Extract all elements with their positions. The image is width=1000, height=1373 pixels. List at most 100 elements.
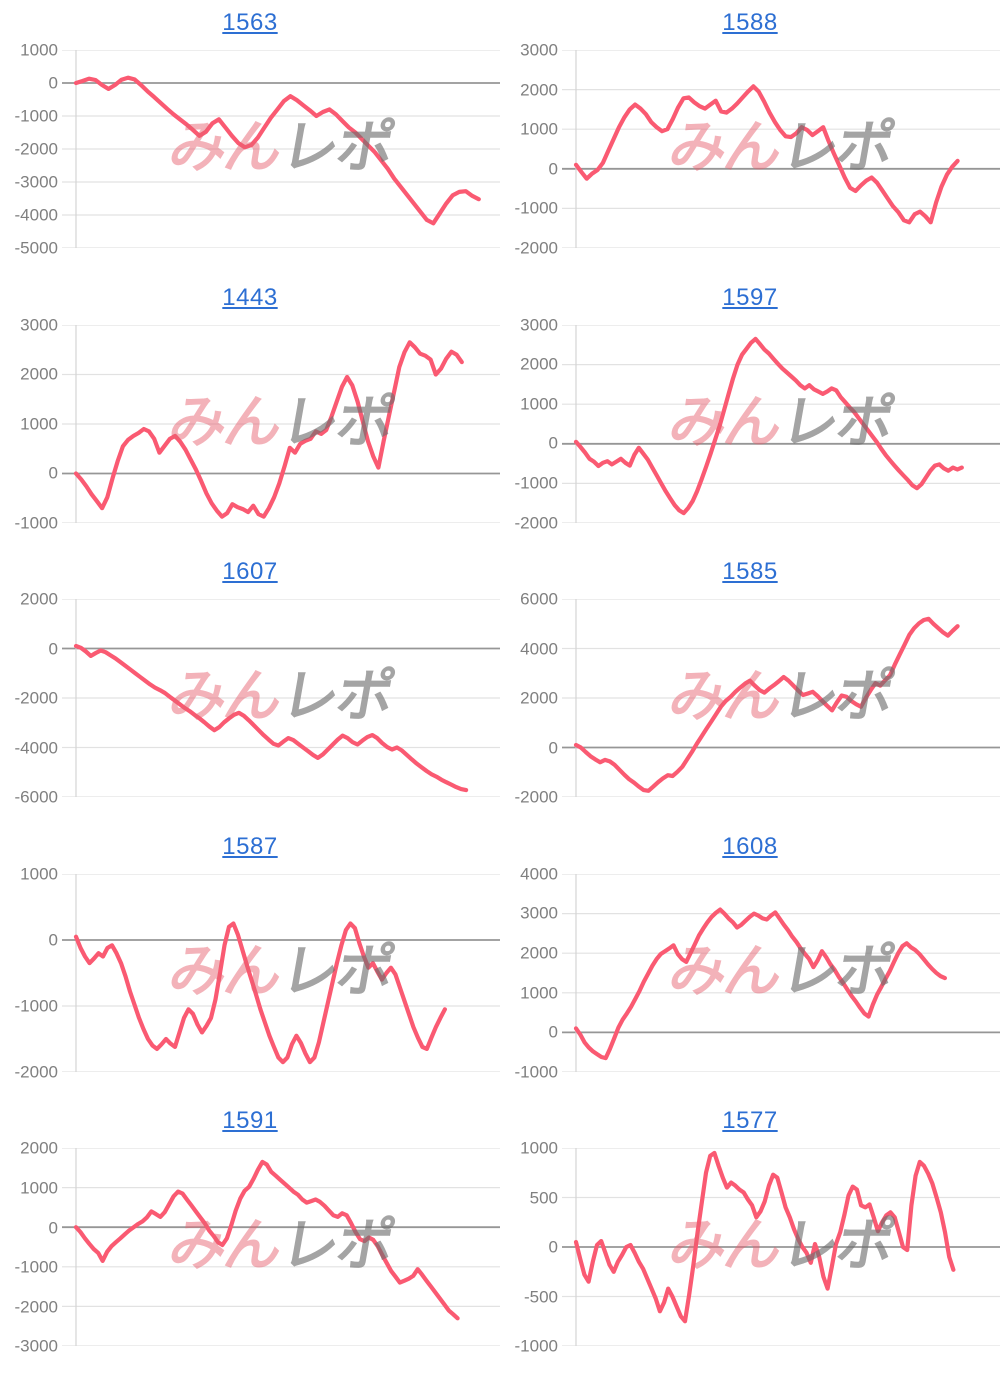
y-axis-label: 4000 bbox=[520, 864, 558, 884]
y-axis-label: 2000 bbox=[520, 688, 558, 708]
line-chart: 3000 2000 1000 0 -1000 -2000 みんレポ bbox=[500, 316, 1000, 531]
y-axis-label: -2000 bbox=[14, 688, 58, 708]
chart-card: 1577 1000 500 0 -500 -1000 みんレポ bbox=[500, 1098, 1000, 1373]
chart-plot-svg bbox=[62, 599, 500, 798]
y-axis-label: 0 bbox=[548, 738, 558, 758]
chart-plot-svg bbox=[562, 873, 1000, 1072]
line-chart: 3000 2000 1000 0 -1000 みんレポ bbox=[0, 316, 500, 531]
y-axis-label: 1000 bbox=[520, 119, 558, 139]
y-axis-label: -1000 bbox=[514, 473, 558, 493]
chart-plot-svg bbox=[62, 324, 500, 523]
chart-card: 1585 6000 4000 2000 0 -2000 みんレポ bbox=[500, 549, 1000, 824]
y-axis-label: -3000 bbox=[14, 1336, 58, 1356]
chart-plot-svg bbox=[62, 873, 500, 1072]
chart-title-link[interactable]: 1585 bbox=[722, 558, 778, 586]
line-chart: 2000 0 -2000 -4000 -6000 みんレポ bbox=[0, 591, 500, 806]
chart-title-row: 1563 bbox=[0, 8, 500, 38]
chart-plot: みんレポ bbox=[62, 50, 500, 248]
chart-title-row: 1607 bbox=[0, 557, 500, 587]
line-chart: 3000 2000 1000 0 -1000 -2000 みんレポ bbox=[500, 42, 1000, 257]
chart-title-row: 1585 bbox=[500, 557, 1000, 587]
chart-card: 1587 1000 0 -1000 -2000 みんレポ bbox=[0, 824, 500, 1099]
chart-card: 1443 3000 2000 1000 0 -1000 みんレポ bbox=[0, 275, 500, 550]
y-axis-label: -4000 bbox=[14, 205, 58, 225]
chart-plot: みんレポ bbox=[562, 599, 1000, 798]
chart-title-row: 1597 bbox=[500, 283, 1000, 313]
chart-title-link[interactable]: 1608 bbox=[722, 832, 778, 860]
chart-title-row: 1608 bbox=[500, 832, 1000, 862]
chart-line bbox=[73, 75, 481, 226]
chart-title-row: 1587 bbox=[0, 832, 500, 862]
y-axis-label: 0 bbox=[548, 1237, 558, 1257]
y-axis: 4000 3000 2000 1000 0 -1000 bbox=[500, 865, 562, 1080]
y-axis: 1000 0 -1000 -2000 -3000 -4000 -5000 bbox=[0, 42, 62, 257]
y-axis-label: 4000 bbox=[520, 639, 558, 659]
chart-plot-svg bbox=[562, 599, 1000, 798]
y-axis-label: 1000 bbox=[20, 40, 58, 60]
chart-line bbox=[73, 1160, 460, 1321]
chart-title-link[interactable]: 1443 bbox=[222, 283, 278, 311]
chart-plot-svg bbox=[62, 1148, 500, 1347]
y-axis-label: 1000 bbox=[20, 1178, 58, 1198]
y-axis-label: 3000 bbox=[520, 40, 558, 60]
chart-title-link[interactable]: 1577 bbox=[722, 1107, 778, 1135]
chart-title-row: 1577 bbox=[500, 1106, 1000, 1136]
y-axis-label: 2000 bbox=[20, 1138, 58, 1158]
y-axis-label: -3000 bbox=[14, 172, 58, 192]
chart-line bbox=[73, 644, 469, 793]
y-axis-label: 2000 bbox=[20, 364, 58, 384]
chart-plot: みんレポ bbox=[562, 324, 1000, 523]
chart-plot: みんレポ bbox=[562, 1148, 1000, 1347]
y-axis-label: 500 bbox=[529, 1188, 558, 1208]
chart-card: 1588 3000 2000 1000 0 -1000 -2000 みんレポ bbox=[500, 0, 1000, 275]
chart-line bbox=[73, 339, 464, 519]
y-axis: 6000 4000 2000 0 -2000 bbox=[500, 591, 562, 806]
chart-plot: みんレポ bbox=[62, 873, 500, 1072]
y-axis-label: 3000 bbox=[520, 315, 558, 335]
chart-line bbox=[573, 907, 947, 1060]
y-axis-label: 2000 bbox=[520, 80, 558, 100]
chart-plot: みんレポ bbox=[62, 1148, 500, 1347]
chart-card: 1608 4000 3000 2000 1000 0 -1000 みんレポ bbox=[500, 824, 1000, 1099]
y-axis: 3000 2000 1000 0 -1000 -2000 bbox=[500, 42, 562, 257]
y-axis-label: 0 bbox=[48, 639, 58, 659]
chart-title-link[interactable]: 1607 bbox=[222, 558, 278, 586]
y-axis: 1000 500 0 -500 -1000 bbox=[500, 1140, 562, 1355]
chart-title-link[interactable]: 1563 bbox=[222, 9, 278, 36]
y-axis-label: -1000 bbox=[514, 1062, 558, 1082]
y-axis-label: -5000 bbox=[14, 238, 58, 258]
y-axis-label: -2000 bbox=[14, 1297, 58, 1317]
y-axis-label: -4000 bbox=[14, 738, 58, 758]
y-axis-label: 3000 bbox=[520, 903, 558, 923]
y-axis-label: -500 bbox=[523, 1287, 558, 1307]
chart-title-link[interactable]: 1591 bbox=[222, 1107, 278, 1135]
chart-plot-svg bbox=[562, 1148, 1000, 1347]
chart-title-link[interactable]: 1597 bbox=[722, 283, 778, 311]
chart-line bbox=[573, 1151, 956, 1324]
chart-card: 1597 3000 2000 1000 0 -1000 -2000 みんレポ bbox=[500, 275, 1000, 550]
y-axis-label: -2000 bbox=[514, 787, 558, 807]
y-axis: 3000 2000 1000 0 -1000 -2000 bbox=[500, 316, 562, 531]
chart-title-row: 1591 bbox=[0, 1106, 500, 1136]
y-axis-label: 2000 bbox=[520, 943, 558, 963]
y-axis-label: 0 bbox=[548, 1022, 558, 1042]
y-axis-label: 2000 bbox=[520, 354, 558, 374]
line-chart: 1000 0 -1000 -2000 みんレポ bbox=[0, 865, 500, 1080]
y-axis-label: -2000 bbox=[514, 513, 558, 533]
chart-title-link[interactable]: 1587 bbox=[222, 832, 278, 860]
y-axis-label: -1000 bbox=[14, 513, 58, 533]
y-axis-label: -1000 bbox=[14, 106, 58, 126]
y-axis-label: 2000 bbox=[20, 589, 58, 609]
chart-card: 1591 2000 1000 0 -1000 -2000 -3000 みんレポ bbox=[0, 1098, 500, 1373]
chart-line bbox=[573, 616, 960, 794]
y-axis: 1000 0 -1000 -2000 bbox=[0, 865, 62, 1080]
chart-title-row: 1588 bbox=[500, 8, 1000, 38]
y-axis-label: -1000 bbox=[514, 198, 558, 218]
y-axis-label: 0 bbox=[48, 463, 58, 483]
line-chart: 6000 4000 2000 0 -2000 みんレポ bbox=[500, 591, 1000, 806]
y-axis: 2000 1000 0 -1000 -2000 -3000 bbox=[0, 1140, 62, 1355]
chart-title-link[interactable]: 1588 bbox=[722, 9, 778, 36]
chart-plot: みんレポ bbox=[62, 324, 500, 523]
y-axis-label: 1000 bbox=[520, 983, 558, 1003]
